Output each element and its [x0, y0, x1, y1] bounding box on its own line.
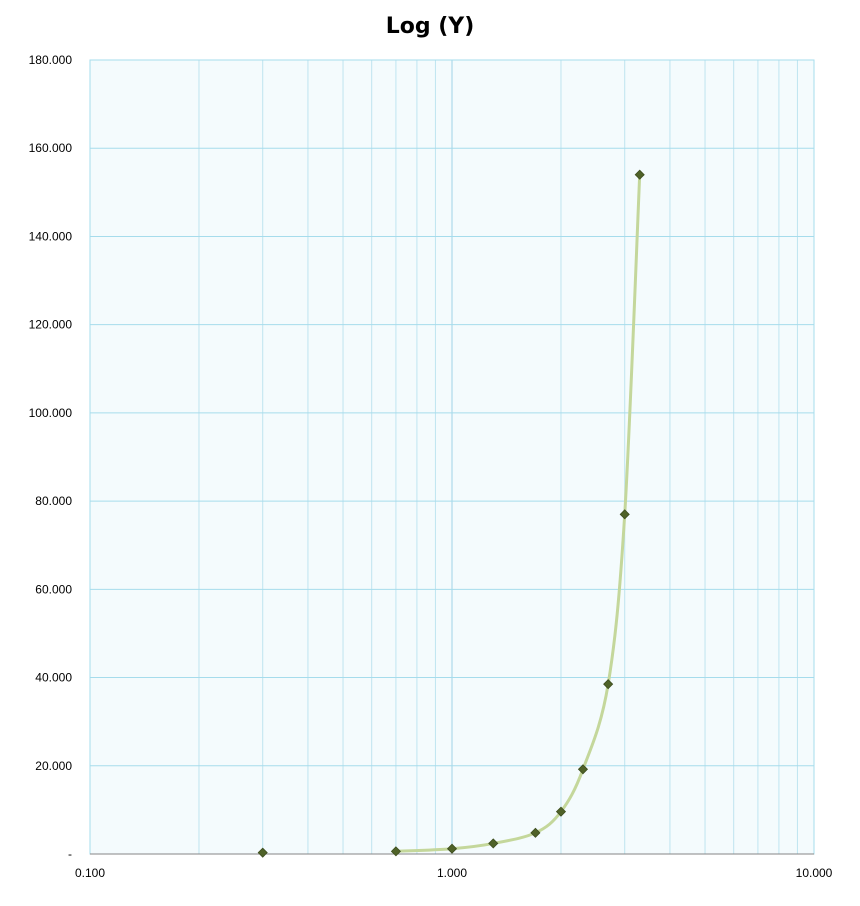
y-tick-label: 80.000: [35, 494, 72, 508]
data-point: [446, 843, 458, 854]
y-tick-label: 20.000: [35, 759, 72, 773]
data-point: [634, 169, 645, 180]
data-point: [530, 827, 541, 838]
data-point: [555, 806, 567, 817]
y-tick-label: 100.000: [29, 406, 73, 420]
x-tick-label: 0.100: [75, 866, 105, 880]
y-tick-label: -: [68, 847, 72, 861]
data-point: [619, 509, 630, 520]
y-tick-label: 180.000: [29, 53, 73, 67]
y-tick-label: 40.000: [35, 671, 72, 685]
y-tick-label: 160.000: [29, 141, 73, 155]
data-point: [257, 847, 268, 858]
y-tick-label: 140.000: [29, 229, 73, 243]
data-point: [603, 679, 614, 690]
data-point: [488, 838, 499, 849]
x-tick-label: 1.000: [437, 866, 467, 880]
data-point: [577, 764, 589, 775]
y-tick-label: 60.000: [35, 582, 72, 596]
y-tick-label: 120.000: [29, 318, 73, 332]
chart-title: Log (Y): [385, 14, 475, 39]
data-point: [390, 846, 401, 857]
x-tick-label: 10.000: [796, 866, 833, 880]
